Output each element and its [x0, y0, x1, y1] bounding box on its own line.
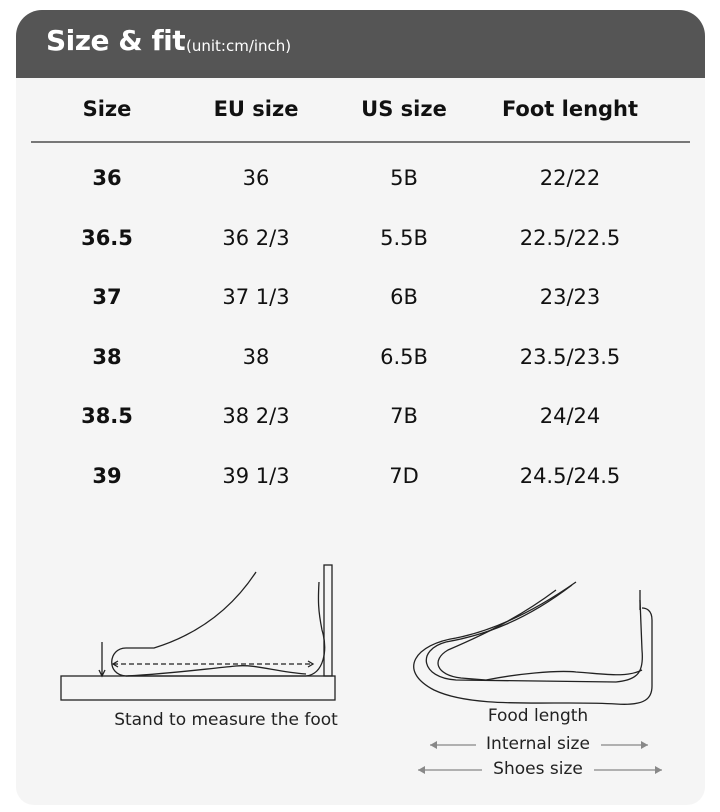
cell-us-size: 7D — [389, 463, 419, 488]
cell-eu-size: 36 — [242, 166, 270, 190]
left-caption: Stand to measure the foot — [114, 710, 338, 730]
cell-us-size: 5.5B — [380, 225, 428, 250]
cell-foot-length: 22/22 — [539, 166, 601, 190]
column-header-size: Size — [82, 97, 132, 121]
foot-measure-diagrams — [60, 564, 662, 774]
cell-us-size: 7B — [390, 404, 418, 428]
size-arrows — [418, 741, 662, 774]
cell-us-size: 6.5B — [380, 344, 428, 369]
cell-foot-length: 24.5/24.5 — [519, 463, 621, 488]
column-header-us-size: US size — [361, 97, 447, 121]
cell-foot-length: 22.5/22.5 — [519, 225, 621, 250]
cell-size: 38.5 — [81, 404, 133, 428]
cell-us-size: 6B — [390, 285, 418, 309]
cell-eu-size: 38 2/3 — [222, 404, 290, 428]
right-caption: Food length — [487, 706, 589, 726]
cell-size: 38 — [92, 344, 122, 369]
cell-size: 39 — [92, 463, 122, 488]
cell-size: 36.5 — [81, 225, 133, 250]
cell-eu-size: 37 1/3 — [222, 285, 290, 309]
cell-size: 36 — [92, 166, 122, 190]
column-header-eu-size: EU size — [213, 97, 299, 121]
cell-foot-length: 23/23 — [539, 285, 601, 309]
cell-eu-size: 36 2/3 — [222, 225, 290, 250]
cell-eu-size: 39 1/3 — [222, 463, 290, 488]
internal-size-label: Internal size — [486, 734, 590, 754]
cell-us-size: 5B — [390, 166, 418, 190]
size-fit-card: Size & fit (unit:cm/inch) Size EU size US … — [16, 10, 705, 805]
stand-measure-illustration — [60, 564, 336, 701]
unit-label: (unit:cm/inch) — [186, 37, 292, 55]
cell-size: 37 — [92, 285, 122, 309]
shoes-size-label: Shoes size — [493, 759, 583, 779]
cell-eu-size: 38 — [242, 344, 270, 369]
shoe-size-illustration — [413, 581, 653, 705]
header-divider — [31, 141, 690, 143]
cell-foot-length: 24/24 — [539, 404, 601, 428]
header-bar: Size & fit (unit:cm/inch) — [16, 10, 705, 78]
page-title: Size & fit — [46, 24, 186, 57]
cell-foot-length: 23.5/23.5 — [519, 344, 621, 369]
column-header-foot-length: Foot lenght — [501, 97, 639, 121]
